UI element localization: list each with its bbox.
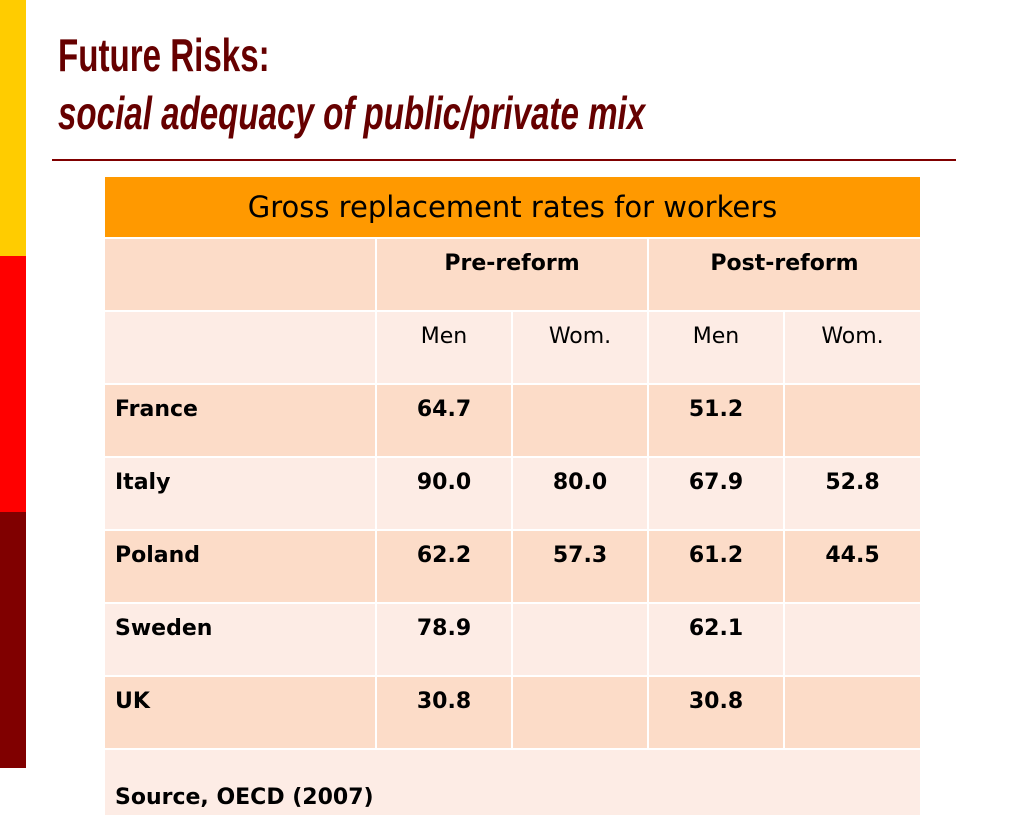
accent-bar-dark-red <box>0 512 26 768</box>
value-cell <box>782 675 923 750</box>
slide-title: Future Risks: social adequacy of public/… <box>58 26 645 142</box>
table-caption: Gross replacement rates for workers <box>102 175 923 239</box>
value-cell: 52.8 <box>782 456 923 531</box>
value-cell: 64.7 <box>375 383 513 458</box>
source-note: Source, OECD (2007) <box>102 748 923 817</box>
header-post-reform: Post-reform <box>646 237 923 312</box>
value-cell: 90.0 <box>375 456 513 531</box>
header-empty-cell <box>103 237 377 312</box>
value-cell: 51.2 <box>647 383 785 458</box>
subheader-pre-women: Wom. <box>511 310 649 385</box>
country-cell: France <box>103 383 377 458</box>
country-cell: Sweden <box>103 602 377 677</box>
slide-title-line-2: social adequacy of public/private mix <box>58 87 646 139</box>
value-cell: 30.8 <box>375 675 513 750</box>
group-header-row: Pre-reform Post-reform <box>103 237 923 312</box>
table-caption-row: Gross replacement rates for workers <box>102 175 923 239</box>
value-cell <box>511 602 649 677</box>
subheader-pre-men: Men <box>375 310 513 385</box>
slide-title-line-1: Future Risks: <box>58 29 270 81</box>
country-cell: Poland <box>103 529 377 604</box>
value-cell: 30.8 <box>647 675 785 750</box>
subheader-post-men: Men <box>647 310 785 385</box>
accent-bar-yellow <box>0 0 26 256</box>
replacement-rates-table: Gross replacement rates for workers Pre-… <box>102 175 923 817</box>
table-row: Sweden 78.9 62.1 <box>103 602 923 677</box>
subheader-post-women: Wom. <box>782 310 923 385</box>
subheader-empty-cell <box>103 310 377 385</box>
sub-header-row: Men Wom. Men Wom. <box>103 310 923 385</box>
value-cell: 62.2 <box>375 529 513 604</box>
value-cell: 62.1 <box>647 602 785 677</box>
source-row: Source, OECD (2007) <box>102 748 923 817</box>
country-cell: UK <box>103 675 377 750</box>
value-cell <box>782 383 923 458</box>
country-cell: Italy <box>103 456 377 531</box>
value-cell <box>511 675 649 750</box>
header-pre-reform: Pre-reform <box>375 237 649 312</box>
accent-bar-red <box>0 256 26 512</box>
table-row: Italy 90.0 80.0 67.9 52.8 <box>103 456 923 531</box>
value-cell: 67.9 <box>647 456 785 531</box>
value-cell: 80.0 <box>511 456 649 531</box>
title-divider <box>52 159 956 161</box>
table-row: UK 30.8 30.8 <box>103 675 923 750</box>
value-cell: 57.3 <box>511 529 649 604</box>
table-row: France 64.7 51.2 <box>103 383 923 458</box>
table-row: Poland 62.2 57.3 61.2 44.5 <box>103 529 923 604</box>
value-cell: 61.2 <box>647 529 785 604</box>
value-cell <box>511 383 649 458</box>
value-cell: 44.5 <box>782 529 923 604</box>
value-cell <box>782 602 923 677</box>
value-cell: 78.9 <box>375 602 513 677</box>
